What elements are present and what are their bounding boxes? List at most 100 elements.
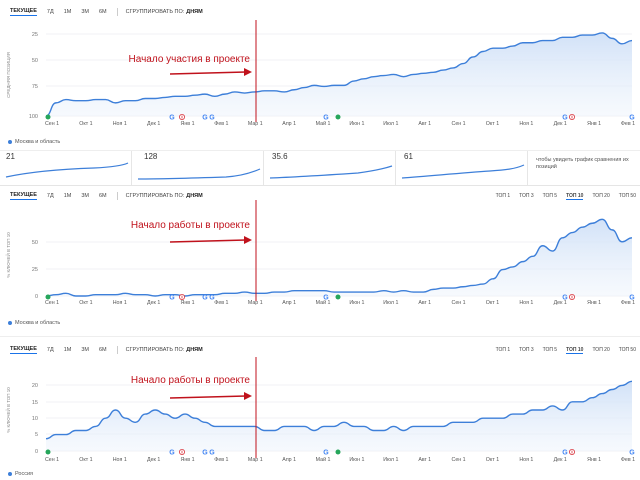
group-by-control[interactable]: СГРУППИРОВАТЬ ПО: ДНЯМ (126, 9, 203, 15)
tab-top-3[interactable]: ТОП 3 (519, 193, 534, 199)
tab-top-50[interactable]: ТОП 50 (618, 193, 636, 199)
y-axis-label: % КЛЮЧЕЙ В ТОП 10 (4, 232, 11, 278)
google-update-icon: G (629, 295, 635, 302)
region-dot-icon (8, 140, 12, 144)
google-update-icon: G (202, 450, 208, 457)
y-tick-label: 0 (35, 294, 38, 300)
x-tick-label: Дек 1 (147, 300, 160, 306)
x-tick-label: Авг 1 (418, 457, 431, 463)
tab-top-20[interactable]: ТОП 20 (592, 347, 610, 353)
group-by-control[interactable]: СГРУППИРОВАТЬ ПО: ДНЯМ (126, 193, 203, 199)
x-tick-label: Ноя 1 (519, 457, 533, 463)
x-tick-label: Окт 1 (486, 457, 499, 463)
group-by-label: СГРУППИРОВАТЬ ПО: (125, 193, 185, 199)
summary-card[interactable]: 128 (132, 151, 264, 185)
y-tick-label: 5 (35, 432, 38, 438)
tab-3m[interactable]: 3М (81, 193, 89, 199)
x-tick-label: Июн 1 (349, 457, 364, 463)
region-dot-icon (8, 321, 12, 325)
tab-current[interactable]: ТЕКУЩЕЕ (10, 8, 37, 16)
event-dot-icon (335, 449, 341, 455)
tab-3m[interactable]: 3М (81, 9, 89, 15)
panel-average-position: ТЕКУЩЕЕ 7Д 1М 3М 6М СГРУППИРОВАТЬ ПО: ДНЯ… (0, 0, 640, 150)
summary-card[interactable]: 61 (396, 151, 528, 185)
summary-card[interactable]: 21 (0, 151, 132, 185)
region-label: Россия (8, 471, 33, 477)
tab-7d[interactable]: 7Д (46, 9, 54, 15)
tab-6m[interactable]: 6М (98, 347, 107, 353)
x-tick-label: Дек 1 (147, 457, 160, 463)
y-tick-label: 50 (32, 58, 38, 64)
event-dot-icon (45, 449, 51, 455)
x-tick-label: Янв 1 (587, 121, 601, 127)
panel-top10-moscow: ТЕКУЩЕЕ 7Д 1М 3М 6М СГРУППИРОВАТЬ ПО: ДНЯ… (0, 186, 640, 336)
tab-top-5[interactable]: ТОП 5 (542, 347, 558, 353)
x-tick-label: Сен 1 (452, 121, 466, 127)
x-tick-label: Дек 1 (147, 121, 160, 127)
arrow-head-icon (244, 392, 252, 400)
x-tick-label: Июл 1 (383, 457, 398, 463)
x-tick-label: Окт 1 (79, 300, 92, 306)
tab-top-20[interactable]: ТОП 20 (592, 193, 610, 199)
tab-top-1[interactable]: ТОП 1 (495, 347, 511, 353)
tab-top-3[interactable]: ТОП 3 (519, 347, 534, 353)
series-line (45, 218, 633, 297)
summary-sparkline (5, 162, 129, 178)
x-tick-label: Май 1 (316, 456, 331, 463)
x-tick-label: Авг 1 (418, 300, 431, 306)
x-tick-label: Янв 1 (587, 457, 601, 463)
summary-card[interactable]: 35.6 (264, 151, 396, 185)
tab-top-1[interactable]: ТОП 1 (495, 193, 511, 199)
panel-top10-russia: ТЕКУЩЕЕ 7Д 1М 3М 6М СГРУППИРОВАТЬ ПО: ДНЯ… (0, 336, 640, 480)
x-tick-label: Мар 1 (248, 457, 263, 463)
google-update-icon: G (209, 115, 215, 122)
google-update-icon: G (323, 115, 329, 122)
tab-top-10[interactable]: ТОП 10 (566, 192, 584, 200)
group-by-value[interactable]: ДНЯМ (186, 347, 203, 353)
google-update-icon: G (202, 115, 208, 122)
group-by-value[interactable]: ДНЯМ (186, 9, 203, 15)
y-tick-label: 10 (32, 416, 38, 422)
x-tick-label: Апр 1 (282, 457, 296, 463)
tab-7d[interactable]: 7Д (46, 347, 54, 353)
tab-3m[interactable]: 3М (81, 347, 89, 353)
x-tick-label: Ноя 1 (519, 121, 533, 127)
tab-top-5[interactable]: ТОП 5 (542, 193, 558, 199)
y-tick-label: 50 (32, 240, 38, 246)
tab-6m[interactable]: 6М (98, 193, 107, 199)
region-label: Москва и область (8, 320, 60, 326)
group-by-value[interactable]: ДНЯМ (186, 193, 203, 199)
google-update-icon: G (169, 450, 175, 457)
tab-top-50[interactable]: ТОП 50 (618, 347, 636, 353)
tab-current[interactable]: ТЕКУЩЕЕ (10, 346, 37, 354)
tab-7d[interactable]: 7Д (46, 193, 54, 199)
top10-share-chart-russia: 0 5 10 15 20 % КЛЮЧЕЙ В ТОП 10 Начало работы в… (4, 357, 635, 463)
toolbar-divider (116, 346, 118, 354)
tab-top-10[interactable]: ТОП 10 (566, 346, 584, 354)
tab-1m[interactable]: 1М (63, 193, 72, 199)
x-tick-label: Июл 1 (383, 121, 398, 127)
google-update-icon: G (169, 115, 175, 122)
summary-value: 61 (404, 152, 413, 161)
x-tick-label: Июл 1 (383, 300, 398, 306)
x-tick-label: Май 1 (316, 299, 331, 306)
series-line (45, 380, 633, 440)
summary-cards-row: 21 128 35.6 61 чтобы увидеть график срав… (0, 150, 640, 186)
google-update-icon: G (202, 295, 208, 302)
event-dot-icon (45, 114, 51, 120)
top10-share-chart-moscow: 0 25 50 % КЛЮЧЕЙ В ТОП 10 Начало работы в пр… (4, 200, 635, 306)
tab-1m[interactable]: 1М (63, 9, 72, 15)
tab-current[interactable]: ТЕКУЩЕЕ (10, 192, 37, 200)
arrow-head-icon (244, 68, 252, 76)
x-tick-label: Фев 1 (214, 300, 228, 306)
y-tick-label: 15 (32, 400, 38, 406)
region-name: Россия (15, 471, 34, 477)
x-tick-label: Авг 1 (418, 121, 431, 127)
google-update-icon: G (209, 450, 215, 457)
group-by-control[interactable]: СГРУППИРОВАТЬ ПО: ДНЯМ (126, 347, 203, 353)
tab-6m[interactable]: 6М (98, 9, 107, 15)
tab-1m[interactable]: 1М (63, 347, 72, 353)
toolbar-divider (116, 8, 118, 16)
comparison-hint: чтобы увидеть график сравнения их позици… (536, 157, 629, 170)
google-update-icon: G (629, 115, 635, 122)
